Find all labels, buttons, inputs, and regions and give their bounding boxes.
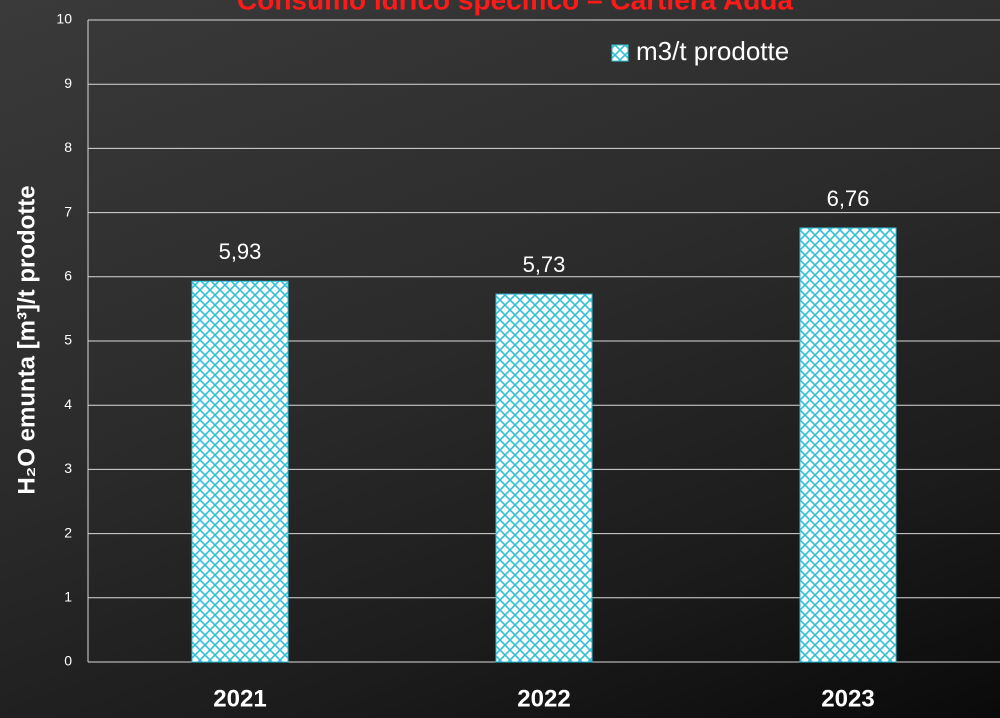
chart: Consumo idrico specifico – Cartiera Adda… xyxy=(0,0,1000,718)
chart-title: Consumo idrico specifico – Cartiera Adda xyxy=(237,0,793,15)
legend-label: m3/t prodotte xyxy=(636,36,789,66)
y-tick-label: 3 xyxy=(64,460,72,476)
data-label: 5,73 xyxy=(523,252,566,277)
y-tick-label: 2 xyxy=(64,524,72,540)
bar xyxy=(496,294,592,662)
y-tick-label: 9 xyxy=(64,75,72,91)
y-tick-label: 10 xyxy=(56,11,72,27)
data-label: 5,93 xyxy=(219,239,262,264)
y-tick-label: 4 xyxy=(64,396,72,412)
data-label: 6,76 xyxy=(827,186,870,211)
y-tick-label: 7 xyxy=(64,203,72,219)
bar xyxy=(800,228,896,662)
y-tick-label: 6 xyxy=(64,268,72,284)
y-tick-label: 0 xyxy=(64,653,72,669)
x-tick-label: 2022 xyxy=(517,685,570,712)
y-tick-label: 5 xyxy=(64,332,72,348)
x-tick-label: 2023 xyxy=(821,685,874,712)
x-tick-label: 2021 xyxy=(213,685,266,712)
y-tick-label: 1 xyxy=(64,589,72,605)
y-axis-label: H₂O emunta [m³]/t prodotte xyxy=(13,185,40,494)
legend-swatch xyxy=(612,45,628,61)
y-tick-label: 8 xyxy=(64,139,72,155)
page: {"chart_data": {"type": "bar", "title": … xyxy=(0,0,1000,718)
bar xyxy=(192,281,288,662)
